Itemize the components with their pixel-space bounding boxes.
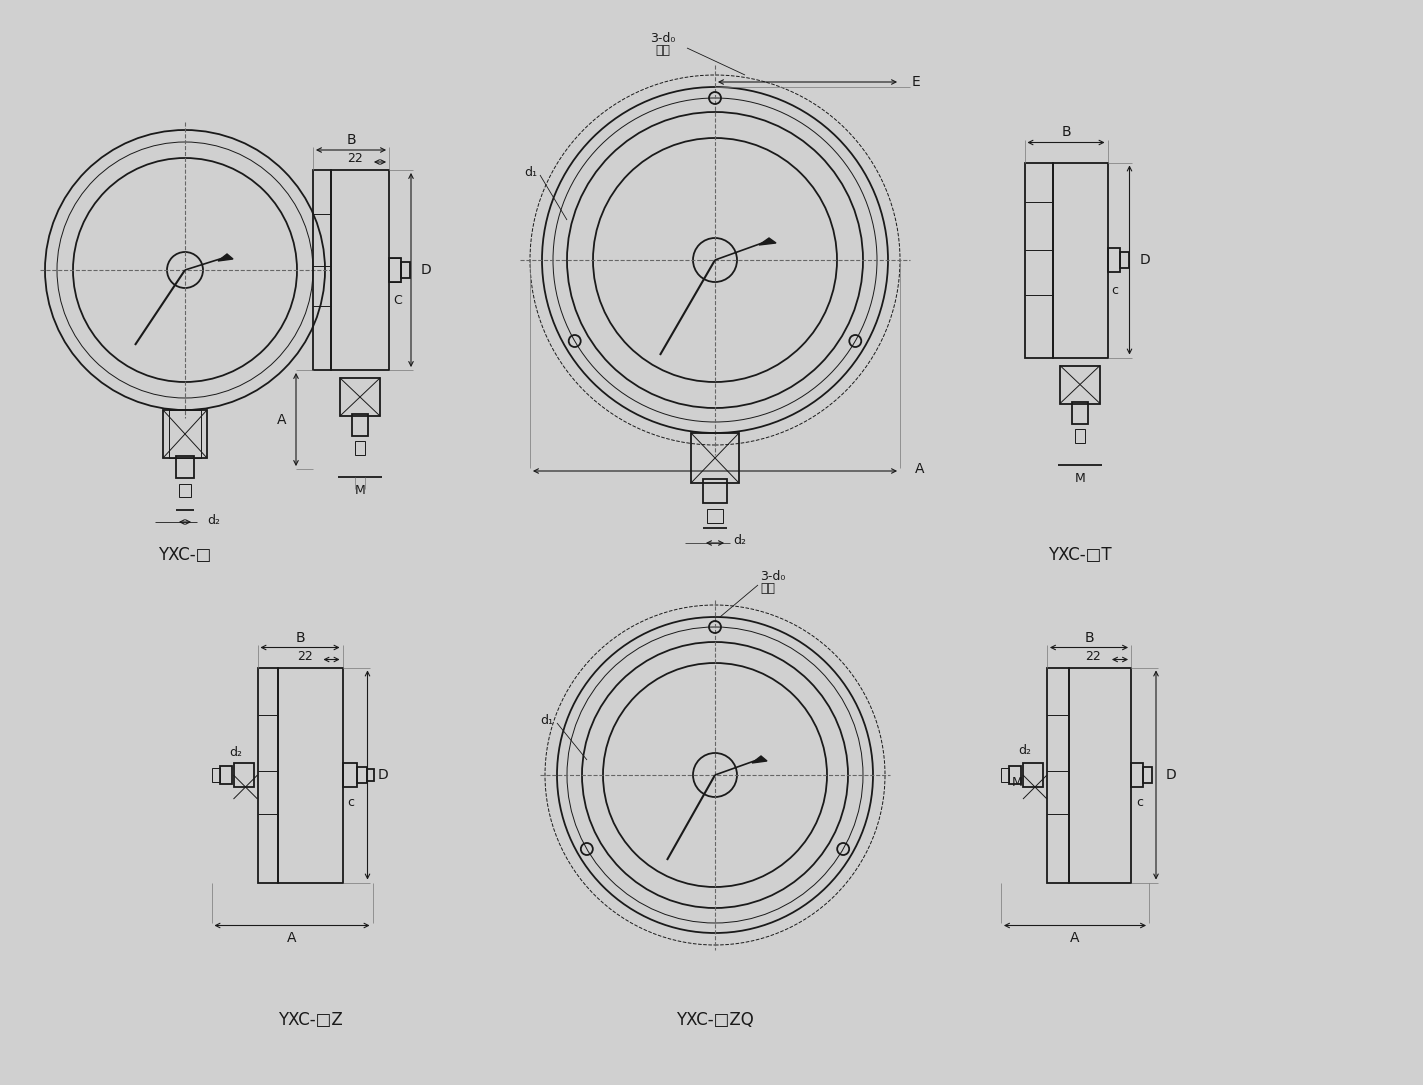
Polygon shape: [218, 254, 233, 261]
Bar: [351, 414, 369, 436]
Bar: [219, 766, 232, 784]
Text: A: A: [1070, 931, 1080, 945]
Text: B: B: [346, 133, 356, 146]
Text: 22: 22: [297, 650, 313, 663]
Bar: [367, 769, 373, 781]
Text: d₁: d₁: [539, 714, 554, 727]
Bar: [1072, 401, 1089, 423]
Bar: [258, 667, 277, 882]
Text: d₂: d₂: [733, 535, 746, 548]
Text: D: D: [1165, 768, 1177, 782]
Bar: [1131, 763, 1143, 787]
Bar: [179, 484, 191, 497]
Text: YXC-□: YXC-□: [158, 546, 212, 564]
Text: d₂: d₂: [1019, 744, 1032, 757]
Bar: [1009, 766, 1020, 784]
Text: c: c: [1111, 283, 1118, 296]
Text: A: A: [276, 412, 286, 426]
Text: M: M: [1012, 777, 1022, 790]
Bar: [313, 170, 332, 370]
Bar: [1060, 366, 1100, 404]
Bar: [277, 667, 343, 882]
Polygon shape: [758, 238, 776, 245]
Bar: [212, 768, 219, 782]
Text: E: E: [912, 75, 921, 89]
Text: YXC-□ZQ: YXC-□ZQ: [676, 1011, 754, 1029]
Bar: [340, 378, 380, 416]
Text: C: C: [393, 294, 401, 306]
Bar: [1143, 767, 1153, 783]
Text: YXC-□Z: YXC-□Z: [277, 1011, 343, 1029]
Text: 均布: 均布: [656, 43, 670, 56]
Bar: [357, 767, 367, 783]
Text: d₁: d₁: [524, 166, 536, 179]
Text: d₂: d₂: [206, 513, 221, 526]
Text: YXC-□T: YXC-□T: [1049, 546, 1111, 564]
Text: D: D: [421, 263, 431, 277]
Text: D: D: [1140, 253, 1150, 267]
Bar: [233, 763, 253, 787]
Bar: [401, 261, 410, 278]
Text: B: B: [1062, 126, 1072, 140]
Bar: [1053, 163, 1107, 357]
Text: c: c: [347, 796, 354, 809]
Text: 3-d₀: 3-d₀: [760, 571, 785, 584]
Text: 22: 22: [1086, 650, 1101, 663]
Bar: [707, 509, 723, 523]
Bar: [703, 478, 727, 503]
Text: B: B: [1084, 630, 1094, 644]
Bar: [1107, 248, 1120, 272]
Bar: [169, 410, 201, 458]
Bar: [176, 456, 194, 478]
Text: D: D: [377, 768, 388, 782]
Bar: [388, 258, 401, 282]
Text: A: A: [915, 462, 925, 476]
Bar: [1069, 667, 1131, 882]
Bar: [1023, 763, 1043, 787]
Text: c: c: [1136, 796, 1143, 809]
Bar: [332, 170, 388, 370]
Bar: [1074, 429, 1084, 443]
Bar: [1047, 667, 1069, 882]
Text: M: M: [354, 485, 366, 498]
Bar: [692, 433, 739, 483]
Bar: [343, 763, 357, 787]
Bar: [1025, 163, 1053, 357]
Text: M: M: [1074, 472, 1086, 485]
Text: B: B: [295, 630, 305, 644]
Polygon shape: [751, 756, 767, 763]
Text: 均布: 均布: [760, 583, 776, 596]
Bar: [354, 441, 366, 455]
Bar: [1120, 252, 1128, 268]
Text: 3-d₀: 3-d₀: [650, 31, 676, 44]
Bar: [1000, 768, 1009, 782]
Bar: [164, 410, 206, 458]
Text: 22: 22: [347, 153, 363, 166]
Text: d₂: d₂: [229, 746, 242, 759]
Text: A: A: [287, 931, 297, 945]
